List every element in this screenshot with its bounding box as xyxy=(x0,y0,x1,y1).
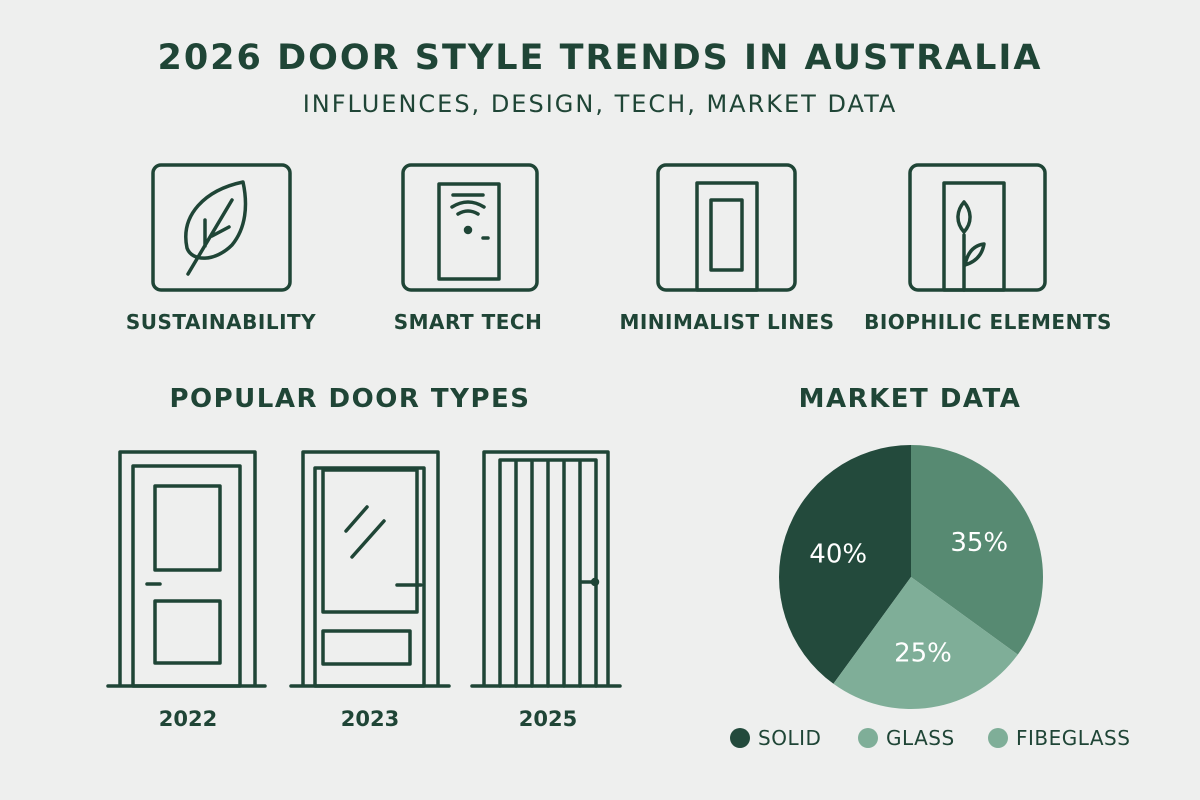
legend-label: FIBEGLASS xyxy=(1016,726,1131,750)
door-types-title: POPULAR DOOR TYPES xyxy=(169,384,531,414)
minimalist-door-icon xyxy=(656,163,797,292)
legend-item-glass: GLASS xyxy=(858,726,955,750)
panel-door-icon xyxy=(106,450,267,688)
door-year-2022: 2022 xyxy=(158,707,218,731)
pie-slice-label: 40% xyxy=(809,539,867,569)
vertical-slat-door-icon xyxy=(470,450,622,688)
influence-label-minimalist: MINIMALIST LINES xyxy=(619,310,835,334)
legend-dot xyxy=(988,728,1008,748)
influence-label-biophilic: BIOPHILIC ELEMENTS xyxy=(864,310,1112,334)
pie-slice xyxy=(833,577,1018,709)
glass-door-icon xyxy=(289,450,451,688)
page-subtitle: INFLUENCES, DESIGN, TECH, MARKET DATA xyxy=(302,90,898,118)
plant-door-icon xyxy=(908,163,1047,292)
legend-dot xyxy=(730,728,750,748)
pie-slice-label: 25% xyxy=(894,639,952,669)
influence-label-sustainability: SUSTAINABILITY xyxy=(125,310,317,334)
pie-slice-label: 35% xyxy=(950,528,1008,558)
pie-slice xyxy=(911,445,1043,655)
door-year-2023: 2023 xyxy=(340,707,400,731)
legend-dot xyxy=(858,728,878,748)
influence-label-smart-tech: SMART TECH xyxy=(393,310,543,334)
market-data-title: MARKET DATA xyxy=(798,384,1022,414)
legend-item-fibeglass: FIBEGLASS xyxy=(988,726,1130,750)
page-title: 2026 DOOR STYLE TRENDS IN AUSTRALIA xyxy=(157,38,1043,78)
pie-slice xyxy=(779,445,911,684)
legend-label: SOLID xyxy=(758,726,822,750)
leaf-icon xyxy=(151,163,292,292)
door-year-2025: 2025 xyxy=(518,707,578,731)
smart-door-wifi-icon xyxy=(401,163,539,292)
legend-label: GLASS xyxy=(886,726,955,750)
legend-item-solid: SOLID xyxy=(730,726,821,750)
market-pie-chart: 40% 35% 25% xyxy=(779,445,1043,709)
